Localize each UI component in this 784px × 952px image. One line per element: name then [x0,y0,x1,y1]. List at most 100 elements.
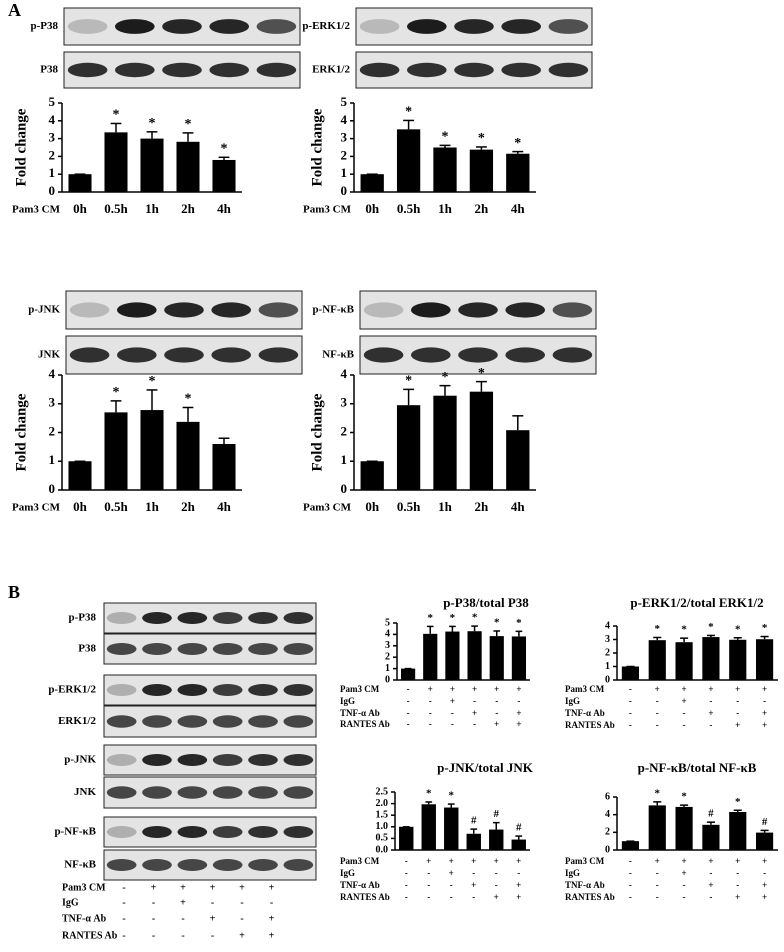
condition-label: IgG [62,897,79,908]
bar [176,141,200,192]
bar [396,405,421,490]
condition-sign: - [629,696,632,706]
y-tick-label: 2 [341,423,348,438]
condition-sign: - [629,868,632,878]
bar [68,461,92,490]
x-tick-label: 1h [145,201,160,216]
blot-band [106,643,137,655]
condition-label: RANTES Ab [340,892,390,902]
condition-sign: + [472,684,477,694]
bar [212,159,236,192]
blot-band [164,302,204,318]
bar [400,668,416,680]
blot-band [106,715,137,728]
condition-sign: + [269,913,275,924]
bar [399,826,414,850]
significance-mark: * [113,108,120,123]
blot-band [212,643,243,655]
blot-band [283,612,314,624]
blot-band [106,786,137,799]
blot-band [177,859,208,871]
bar [469,391,494,490]
condition-sign: - [683,720,686,730]
condition-sign: + [494,719,499,729]
y-tick-label: 4 [341,366,348,381]
blot-band [283,786,314,799]
x-tick-label: 2h [475,499,490,514]
condition-sign: - [405,856,408,866]
condition-sign: - [683,708,686,718]
condition-sign: - [407,684,410,694]
condition-sign: + [426,856,431,866]
condition-sign: + [472,708,477,718]
bar [104,132,128,192]
condition-sign: - [429,708,432,718]
condition-sign: - [270,897,273,908]
condition-sign: + [762,720,767,730]
bar [648,805,666,850]
significance-mark: # [708,808,714,820]
blot-band [406,62,447,78]
blot-band [106,826,137,838]
x-axis-label: Pam3 CM [12,502,61,514]
blot-band [142,786,172,799]
y-tick-label: 0 [341,183,348,198]
condition-sign: - [629,856,632,866]
y-tick-label: 1 [341,452,348,467]
blot-band [458,302,498,318]
blot-band [359,62,400,78]
blot-band [177,643,208,655]
significance-mark: * [762,622,768,634]
condition-sign: + [682,856,687,866]
blot-band [552,347,593,363]
condition-sign: + [735,684,740,694]
blot-band [114,19,155,34]
y-axis-label: Fold change [13,393,29,471]
blot-band [552,302,593,318]
condition-sign: - [656,868,659,878]
condition-sign: + [239,882,245,893]
y-tick-label: 3 [605,634,610,645]
condition-sign: + [180,897,186,908]
blot-band [67,62,108,78]
blot-band [283,754,314,766]
condition-sign: - [211,897,214,908]
y-tick-label: 2 [385,651,390,662]
bar [702,824,720,850]
condition-sign: - [495,696,498,706]
x-tick-label: 4h [217,201,232,216]
condition-sign: + [762,880,767,890]
condition-sign: + [428,684,433,694]
significance-mark: * [405,105,412,120]
condition-sign: - [736,708,739,718]
condition-sign: - [407,696,410,706]
significance-mark: * [405,374,412,389]
significance-mark: # [516,822,522,834]
y-axis-label: Fold change [13,108,29,186]
blot-band [177,612,208,624]
blot-band [106,612,137,624]
blot-band [211,302,252,318]
condition-sign: - [629,684,632,694]
y-tick-label: 2 [341,147,348,162]
blot-band [283,684,314,696]
significance-mark: * [735,623,741,635]
condition-sign: - [429,696,432,706]
condition-sign: - [429,719,432,729]
blot-band [501,62,542,78]
condition-label: Pam3 CM [340,684,380,694]
blot-label: p-P38 [31,20,59,32]
condition-sign: + [471,880,476,890]
condition-sign: - [517,868,520,878]
condition-sign: - [407,708,410,718]
blot-band [177,754,208,766]
blot-band [177,684,208,696]
y-tick-label: 0.5 [376,833,389,844]
y-tick-label: 1.5 [376,809,389,820]
x-axis-label: Pam3 CM [303,204,352,216]
blot-band [363,302,404,318]
blot-band [248,643,278,655]
condition-sign: - [122,882,125,893]
blot-band [211,347,252,363]
condition-sign: + [708,708,713,718]
